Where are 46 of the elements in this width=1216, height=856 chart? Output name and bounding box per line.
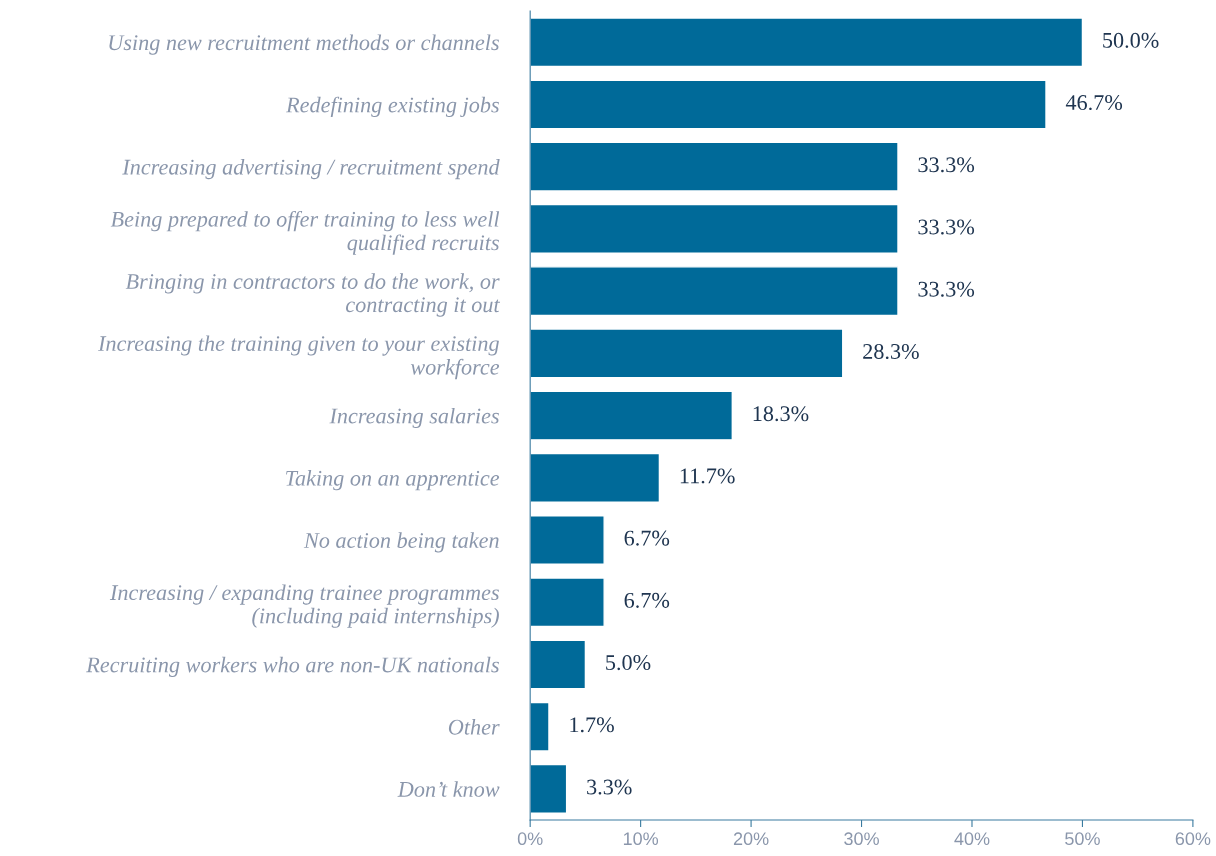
data-label: 5.0% [606,655,651,671]
data-label: 11.7% [680,468,735,484]
data-label: 33.3% [918,219,975,235]
bar [530,79,1047,130]
x-tick-label: 30% [844,832,879,846]
bar [530,639,587,690]
data-label: 28.3% [863,343,919,360]
y-tick-label: Increasing the training given to your existing workforce [97,335,500,380]
y-tick-label: Taking on an apprentice [286,470,500,491]
y-tick-label: Redefining existing jobs [285,96,499,118]
data-label: 6.7% [624,530,670,546]
x-tick-label: 0% [517,832,543,846]
data-label: 50.0% [1103,32,1159,48]
x-tick-label: 60% [1175,832,1211,846]
bar [530,515,605,565]
data-label: 33.3% [918,157,975,173]
bar [530,328,844,379]
y-tick-label: Don’t know [397,781,500,797]
bar [530,141,899,192]
bar [530,17,1084,68]
x-tick-label: 40% [954,832,990,846]
bar [530,390,734,441]
y-tick-label: Increasing advertising / recruitment spend [122,158,500,180]
data-label: 1.7% [570,717,614,733]
x-tick-label: 50% [1065,832,1100,846]
data-label: 46.7% [1065,95,1123,111]
y-tick-label: Being prepared to offer training to less well qualified recruits [110,210,500,255]
bar [530,701,550,752]
x-tick-label: 20% [733,832,769,846]
y-tick-label: Bringing in contractors to do the work, or contracting it out [125,273,501,317]
data-label: 3.3% [587,779,632,795]
bar [530,577,605,628]
bar [530,203,899,254]
y-tick-label: Other [448,719,500,735]
data-label: 18.3% [753,406,809,422]
x-tick-label: 10% [623,832,659,846]
y-tick-label: Using new recruitment methods or channels [109,34,499,55]
y-tick-label: Increasing / expanding trainee programmes (including paid internships) [109,584,499,628]
y-tick-label: No action being taken [303,532,499,553]
data-label: 6.7% [624,592,670,608]
bar [530,266,899,317]
data-label: 33.3% [918,281,975,297]
y-tick-label: Recruiting workers who are non-UK nationals [86,656,499,677]
bar [530,763,568,814]
bar [530,452,661,503]
y-tick-label: Increasing salaries [329,407,499,429]
